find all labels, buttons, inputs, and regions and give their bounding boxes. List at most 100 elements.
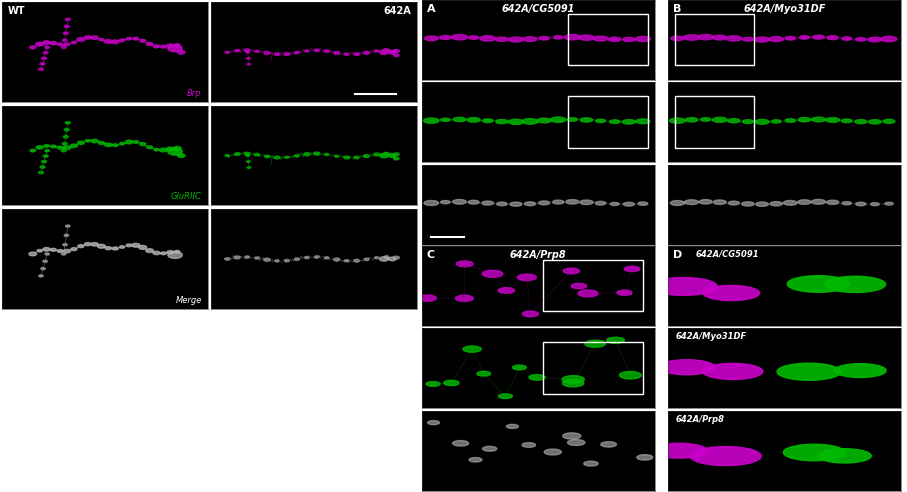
Text: GluRIIC: GluRIIC xyxy=(171,192,202,201)
Polygon shape xyxy=(97,245,105,248)
Polygon shape xyxy=(43,260,47,262)
Polygon shape xyxy=(671,36,684,40)
Polygon shape xyxy=(658,360,715,375)
Polygon shape xyxy=(85,140,91,142)
Polygon shape xyxy=(784,200,797,205)
Polygon shape xyxy=(125,140,133,144)
Polygon shape xyxy=(529,374,545,380)
Polygon shape xyxy=(146,249,153,252)
Polygon shape xyxy=(247,161,250,162)
Polygon shape xyxy=(244,152,250,155)
Polygon shape xyxy=(562,375,584,383)
Text: 642A: 642A xyxy=(383,6,411,16)
Polygon shape xyxy=(50,248,56,251)
Polygon shape xyxy=(619,371,641,379)
Polygon shape xyxy=(825,118,840,123)
Polygon shape xyxy=(314,152,320,155)
Polygon shape xyxy=(325,154,329,155)
Polygon shape xyxy=(868,37,882,42)
Polygon shape xyxy=(712,117,727,123)
Polygon shape xyxy=(499,394,512,399)
Polygon shape xyxy=(463,346,482,352)
Polygon shape xyxy=(173,147,181,151)
Polygon shape xyxy=(855,37,866,41)
Polygon shape xyxy=(539,201,550,205)
Polygon shape xyxy=(444,380,459,386)
Bar xyxy=(675,96,754,148)
Polygon shape xyxy=(379,257,388,261)
Polygon shape xyxy=(539,36,550,40)
Bar xyxy=(543,260,643,311)
Polygon shape xyxy=(669,118,685,123)
Polygon shape xyxy=(112,144,118,147)
Polygon shape xyxy=(537,118,551,123)
Polygon shape xyxy=(168,45,182,52)
Polygon shape xyxy=(799,35,810,39)
Polygon shape xyxy=(455,295,473,302)
Text: 642A/Prp8: 642A/Prp8 xyxy=(510,250,567,260)
Polygon shape xyxy=(685,200,698,205)
Polygon shape xyxy=(84,243,91,246)
Polygon shape xyxy=(562,379,584,387)
Polygon shape xyxy=(120,142,124,145)
Polygon shape xyxy=(595,201,606,205)
Polygon shape xyxy=(881,36,897,42)
Polygon shape xyxy=(418,295,436,301)
Polygon shape xyxy=(63,39,67,41)
Polygon shape xyxy=(140,143,146,146)
Polygon shape xyxy=(44,150,50,152)
Polygon shape xyxy=(394,153,399,156)
Polygon shape xyxy=(345,53,349,55)
Polygon shape xyxy=(91,243,98,246)
Polygon shape xyxy=(394,54,399,57)
Polygon shape xyxy=(57,146,63,149)
Polygon shape xyxy=(871,203,879,206)
Polygon shape xyxy=(854,120,867,123)
Polygon shape xyxy=(452,34,467,40)
Polygon shape xyxy=(364,154,369,157)
Polygon shape xyxy=(636,119,650,123)
Polygon shape xyxy=(379,50,388,55)
Polygon shape xyxy=(785,119,795,123)
Polygon shape xyxy=(842,37,852,40)
Polygon shape xyxy=(544,449,561,455)
Polygon shape xyxy=(622,120,635,124)
Polygon shape xyxy=(126,37,132,40)
Polygon shape xyxy=(120,246,125,248)
Polygon shape xyxy=(703,285,759,301)
Polygon shape xyxy=(36,146,44,149)
Polygon shape xyxy=(62,46,66,49)
Text: Brp: Brp xyxy=(187,89,202,98)
Polygon shape xyxy=(584,461,598,466)
Polygon shape xyxy=(787,276,850,292)
Polygon shape xyxy=(551,117,566,123)
Polygon shape xyxy=(44,155,48,157)
Polygon shape xyxy=(161,252,166,255)
Polygon shape xyxy=(607,337,624,343)
Polygon shape xyxy=(824,276,885,292)
Polygon shape xyxy=(742,202,755,206)
Polygon shape xyxy=(324,50,329,53)
Polygon shape xyxy=(153,251,160,255)
Polygon shape xyxy=(453,199,466,204)
Polygon shape xyxy=(453,440,469,446)
Polygon shape xyxy=(637,455,653,460)
Polygon shape xyxy=(885,202,893,205)
Polygon shape xyxy=(57,43,63,46)
Polygon shape xyxy=(40,166,45,168)
Polygon shape xyxy=(394,256,399,259)
Polygon shape xyxy=(650,277,717,295)
Polygon shape xyxy=(770,202,783,206)
Polygon shape xyxy=(388,51,396,54)
Polygon shape xyxy=(63,143,67,145)
Polygon shape xyxy=(517,274,536,280)
Polygon shape xyxy=(72,41,76,44)
Polygon shape xyxy=(225,258,229,260)
Polygon shape xyxy=(522,443,536,447)
Polygon shape xyxy=(354,259,359,262)
Text: WT: WT xyxy=(8,6,25,16)
Polygon shape xyxy=(84,36,92,39)
Polygon shape xyxy=(624,266,640,272)
Polygon shape xyxy=(45,253,50,255)
Polygon shape xyxy=(883,119,895,123)
